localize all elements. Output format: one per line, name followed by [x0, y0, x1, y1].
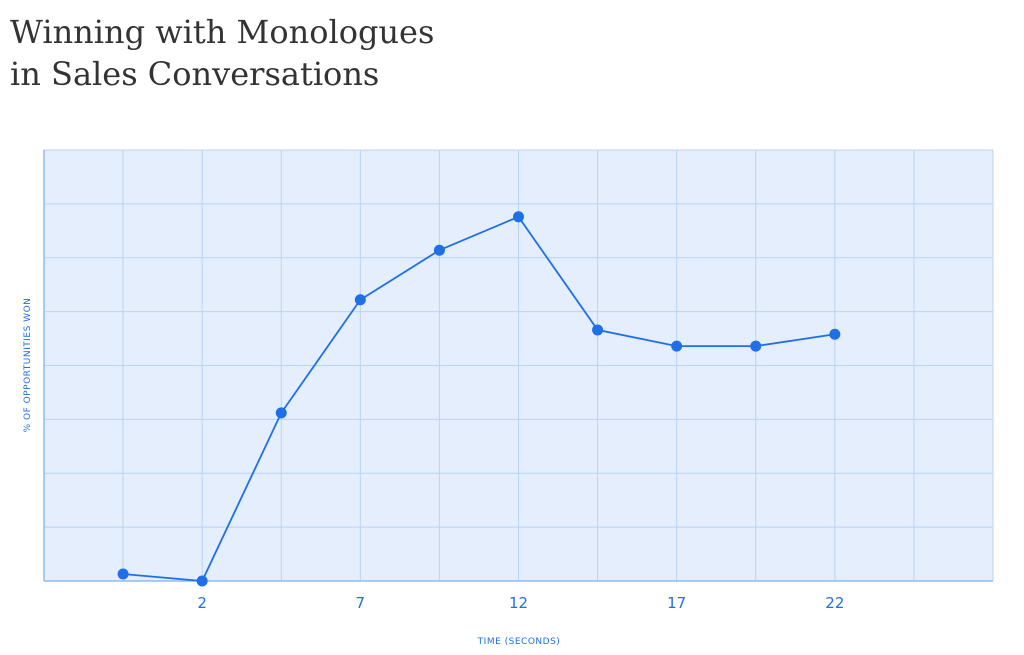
point: [750, 340, 762, 352]
y-axis-label: % OF OPPORTUNITIES WON: [23, 298, 33, 433]
chart-title: Winning with Monologues: [10, 13, 434, 51]
point: [117, 568, 129, 580]
point: [513, 211, 524, 223]
point: [275, 407, 287, 419]
x-tick-label: 22: [825, 594, 844, 612]
point: [196, 575, 208, 587]
chart-title: in Sales Conversations: [10, 55, 379, 93]
x-axis-label: TIME (SECONDS): [477, 637, 561, 647]
point: [433, 244, 445, 256]
line: [123, 215, 835, 582]
x-tick-label: 2: [197, 594, 207, 612]
x-tick-label: 17: [667, 594, 686, 612]
point: [592, 324, 604, 336]
point: [829, 328, 841, 340]
x-tick-label: 12: [509, 594, 528, 612]
point: [671, 340, 683, 352]
point: [354, 294, 366, 306]
x-tick-label: 7: [356, 594, 366, 612]
